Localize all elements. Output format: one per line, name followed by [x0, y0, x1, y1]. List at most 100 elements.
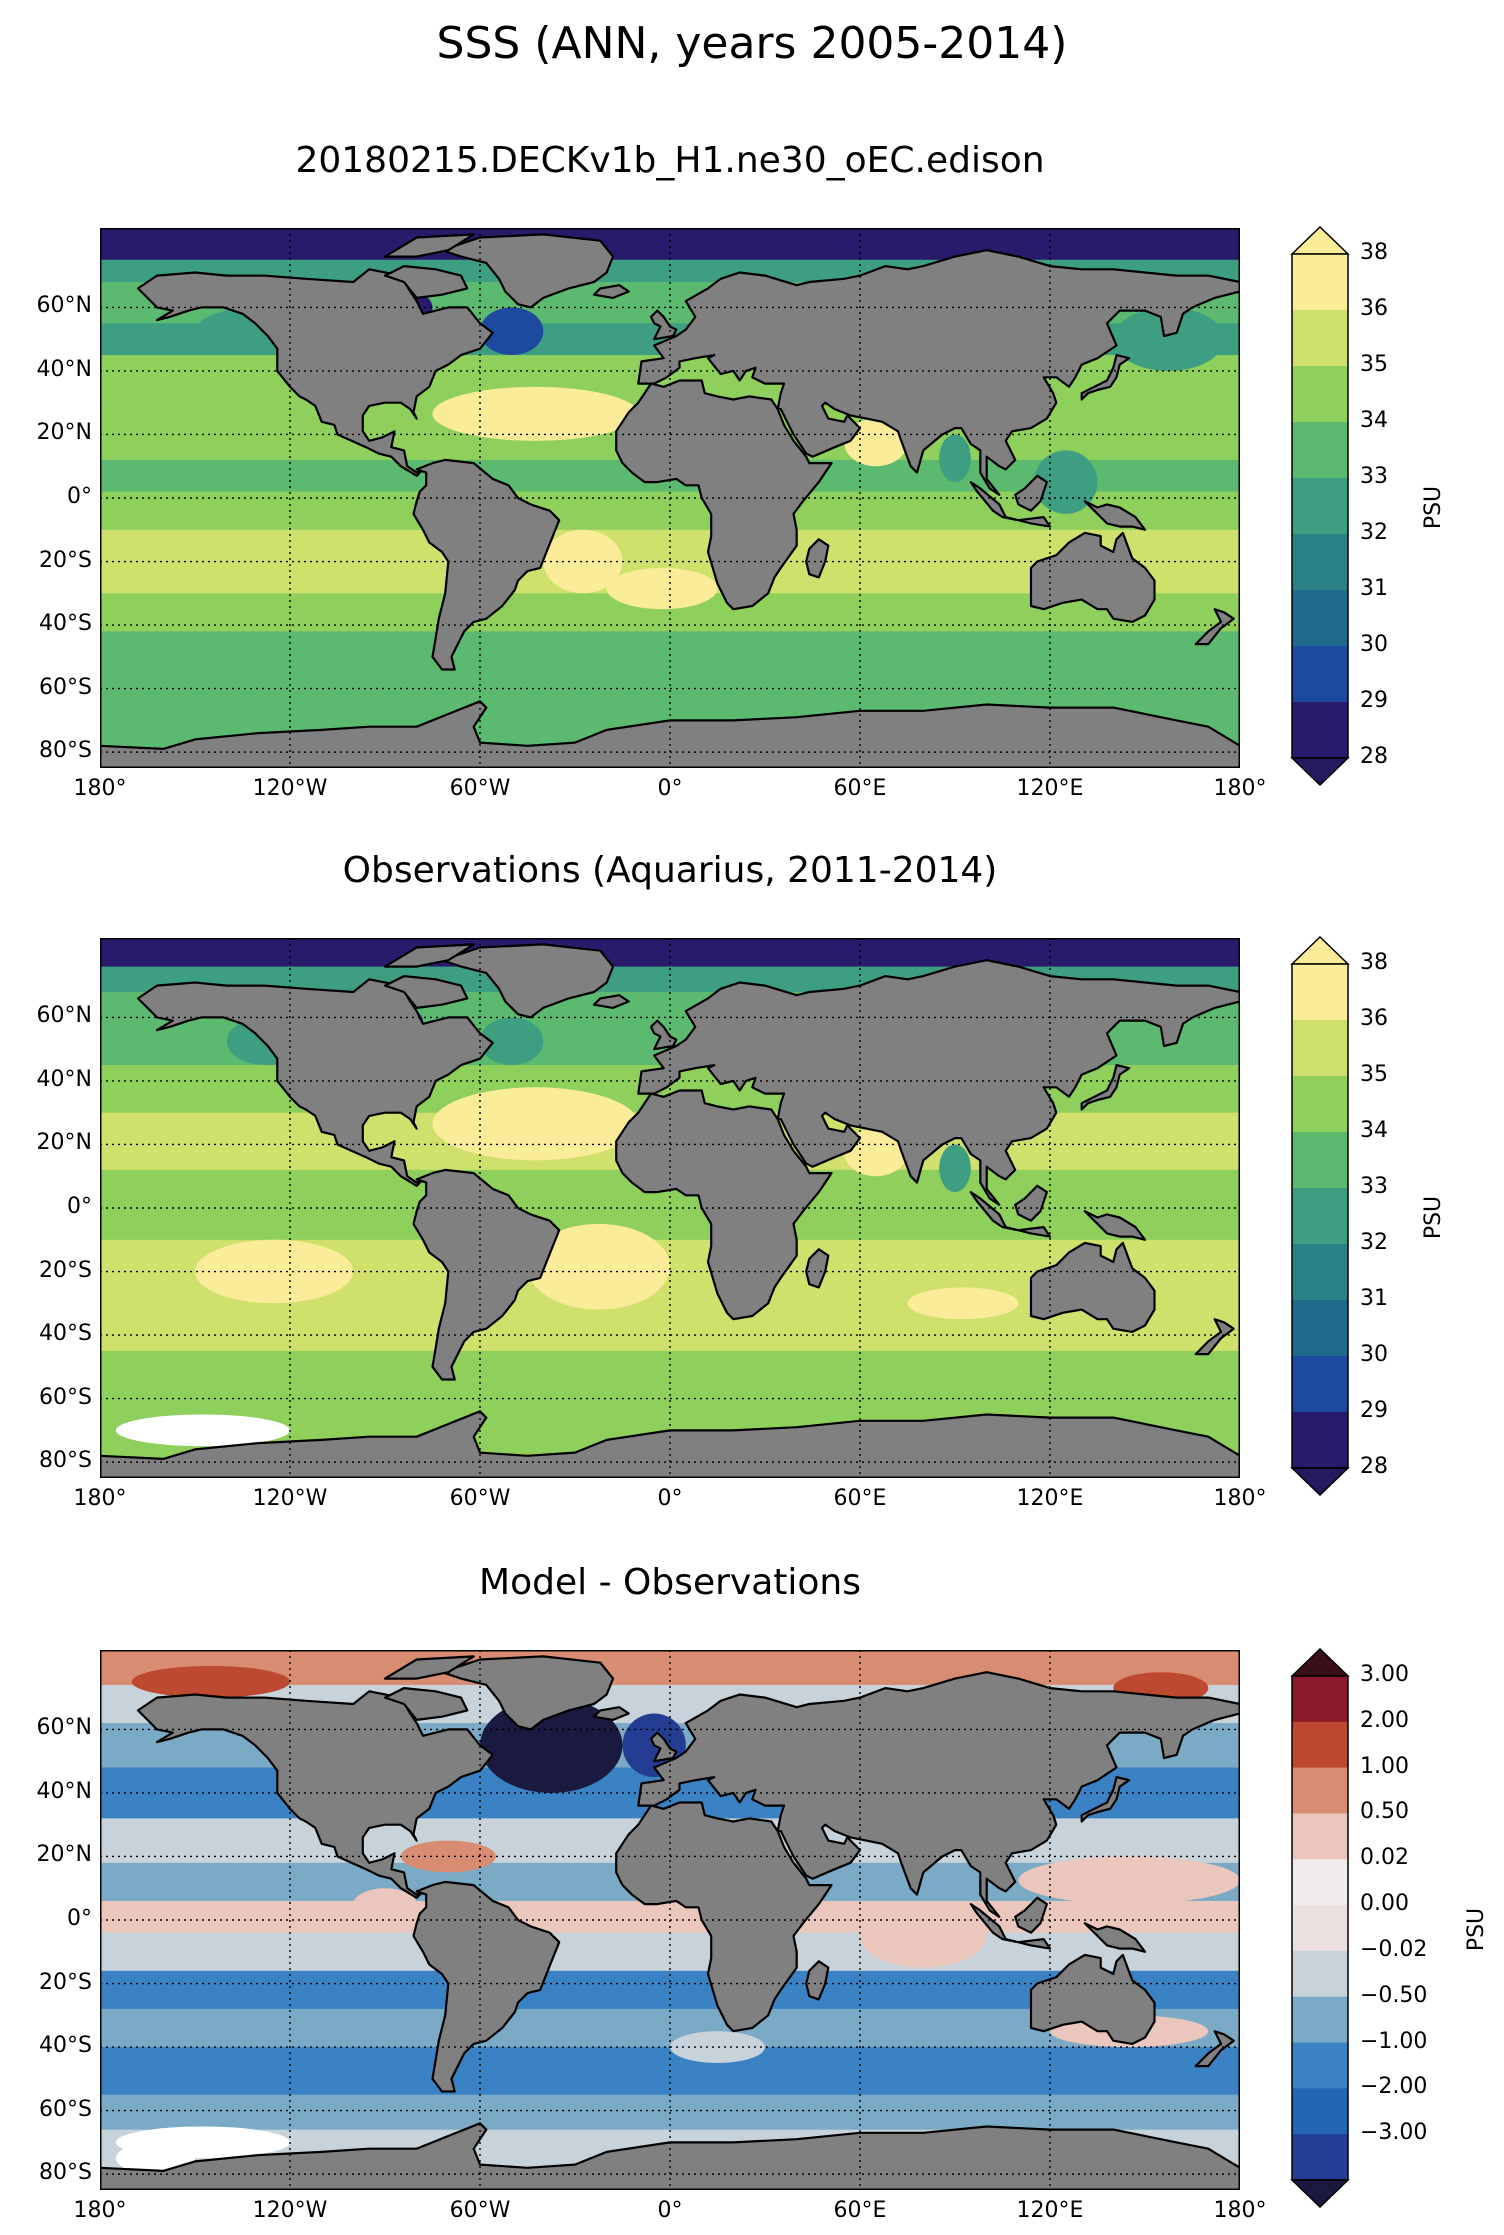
colorbar-tick-label: 35: [1360, 352, 1388, 377]
colorbar-segment: [1292, 1859, 1348, 1906]
land-south-america: [412, 458, 561, 671]
land-layer: [100, 943, 1240, 1478]
land-borneo: [1014, 1896, 1048, 1934]
colorbar-segment: [1292, 366, 1348, 423]
colorbar-tick-label: 0.00: [1360, 1891, 1409, 1917]
salinity-feature: [907, 1287, 1019, 1320]
salinity-feature: [480, 307, 544, 356]
colorbar-tick-label: 2.00: [1360, 1707, 1409, 1733]
land-baffin: [383, 974, 469, 1010]
y-tick-label: 80°S: [39, 2160, 92, 2186]
colorbar-tick-label: 34: [1360, 1118, 1388, 1143]
colorbar-segment: [1292, 590, 1348, 647]
salinity-feature: [1113, 307, 1225, 371]
salinity-feature: [939, 1144, 971, 1193]
colorbar-tick-label: 1.00: [1360, 1753, 1409, 1779]
colorbar-tick-label: 31: [1360, 576, 1388, 601]
land-newguinea: [1083, 1210, 1147, 1241]
land-japan: [1080, 1063, 1131, 1111]
colorbar-tick-label: −3.00: [1360, 2120, 1428, 2146]
land-newguinea: [1083, 500, 1147, 531]
x-tick-label: 60°E: [833, 776, 887, 801]
colorbar-tick-label: 30: [1360, 1342, 1388, 1367]
colorbar-tick-label: 28: [1360, 1454, 1388, 1479]
land-japan: [1080, 353, 1131, 401]
land-greenland: [440, 943, 615, 1019]
y-tick-label: 80°S: [39, 1448, 92, 1474]
graticule: [100, 1650, 1240, 2190]
land-africa: [615, 1801, 833, 2033]
map-frame: [100, 228, 1240, 768]
colorbar-segment: [1292, 2134, 1348, 2181]
land-iceland: [592, 994, 630, 1010]
x-tick-label: 60°W: [449, 1486, 511, 1511]
y-tick-label: 60°S: [39, 674, 92, 700]
colorbar-segment: [1292, 702, 1348, 759]
colorbar-segment: [1292, 1950, 1348, 1998]
colorbar-extend-top: [1290, 1648, 1350, 1677]
salinity-feature: [606, 567, 718, 610]
land-madagascar: [805, 1960, 830, 2001]
y-tick-label: 0°: [67, 1906, 92, 1931]
y-tick-label: 20°N: [36, 420, 92, 446]
colorbar-segment: [1292, 1356, 1348, 1413]
land-greenland: [440, 233, 615, 309]
salinity-feature: [844, 1128, 908, 1177]
y-tick-label: 60°N: [36, 293, 92, 319]
y-tick-label: 0°: [67, 1194, 92, 1219]
land-madagascar: [805, 1248, 830, 1289]
land-indonesia: [969, 1903, 1052, 1950]
land-iceland: [592, 284, 630, 300]
y-tick-label: 40°N: [36, 1066, 92, 1092]
map-panel-difference: [100, 1650, 1240, 2190]
colorbar-2-label: PSU: [1421, 1195, 1447, 1240]
land-antarctica: [100, 1410, 1240, 1478]
land-australia: [1029, 531, 1156, 623]
land-iceland: [592, 1706, 630, 1722]
x-tick-label: 180°: [73, 1486, 127, 1511]
y-tick-label: 20°N: [36, 1842, 92, 1868]
x-tick-label: 0°: [657, 776, 683, 801]
salinity-feature: [844, 418, 908, 467]
salinity-feature: [195, 545, 385, 594]
land-layer: [100, 1655, 1240, 2190]
land-madagascar: [805, 538, 830, 579]
x-tick-label: 0°: [657, 2198, 683, 2223]
colorbar-3-label: PSU: [1464, 1907, 1490, 1952]
y-tick-label: 40°S: [39, 1321, 92, 1347]
x-tick-label: 60°W: [449, 776, 511, 801]
y-tick-label: 40°S: [39, 2033, 92, 2059]
colorbar-segment: [1292, 1020, 1348, 1077]
colorbar-extend-bottom: [1290, 2179, 1350, 2208]
ocean-band: [100, 228, 1240, 261]
land-japan: [1080, 1775, 1131, 1823]
colorbar-segment: [1292, 1767, 1348, 1814]
salinity-feature: [480, 1017, 544, 1066]
panel-3-title: Model - Observations: [479, 1562, 861, 1603]
graticule: [100, 938, 1240, 1478]
y-tick-label: 20°S: [39, 1257, 92, 1283]
colorbar-frame: [1291, 253, 1349, 759]
map-frame: [100, 1650, 1240, 2190]
colorbar-tick-label: 29: [1360, 1398, 1388, 1423]
colorbar-tick-label: −0.50: [1360, 1982, 1428, 2008]
land-newzealand: [1194, 1318, 1235, 1356]
colorbar-tick-label: 30: [1360, 632, 1388, 657]
colorbar-tick-label: −1.00: [1360, 2028, 1428, 2054]
salinity-feature: [527, 1223, 670, 1310]
colorbar-segment: [1292, 1905, 1348, 1952]
y-tick-label: 20°S: [39, 547, 92, 573]
colorbar-tick-label: 34: [1360, 408, 1388, 433]
colorbar-segment: [1292, 1996, 1348, 2044]
y-tick-label: 20°N: [36, 1130, 92, 1156]
land-south-america: [412, 1880, 561, 2093]
colorbar-tick-label: 0.02: [1360, 1845, 1409, 1871]
colorbar-segment: [1292, 478, 1348, 535]
colorbar-tick-label: 38: [1360, 950, 1388, 975]
y-tick-label: 40°S: [39, 611, 92, 637]
y-tick-label: 40°N: [36, 356, 92, 382]
colorbar-segment: [1292, 1813, 1348, 1860]
land-africa: [615, 1089, 833, 1321]
colorbar-tick-label: 3.00: [1360, 1662, 1409, 1687]
colorbar-tick-label: 33: [1360, 1174, 1388, 1199]
